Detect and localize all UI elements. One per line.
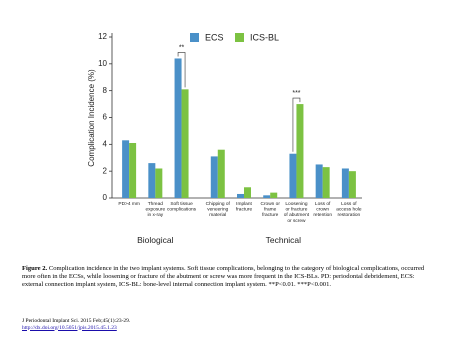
x-tick-label: Soft tissue complications xyxy=(167,201,197,213)
significance-label: *** xyxy=(292,90,300,97)
caption-text: Complication incidence in the two implan… xyxy=(22,265,425,288)
citation-block: J Periodontal Implant Sci. 2015 Feb;45(1… xyxy=(22,318,432,331)
x-tick-label: Implant fracture xyxy=(236,201,253,213)
legend-label: ICS-BL xyxy=(250,32,279,42)
bar xyxy=(210,156,218,198)
bar xyxy=(263,195,271,198)
y-tick-label: 6 xyxy=(103,113,108,122)
caption: Figure 2. Complication incidence in the … xyxy=(22,265,432,289)
significance-bracket xyxy=(177,52,186,88)
x-tick-label: Loss of crown retention xyxy=(313,201,332,218)
bar xyxy=(289,153,297,198)
bar xyxy=(315,164,323,198)
x-tick-label: Thread exposure in x-ray xyxy=(145,201,165,218)
y-tick-label: 4 xyxy=(103,139,108,148)
legend-swatch xyxy=(190,33,199,42)
x-tick-label: Loss of access hole restoration xyxy=(336,201,362,218)
x-tick-label: Crown or frame fracture xyxy=(260,201,280,218)
y-axis-label: Complication Incidence (%) xyxy=(87,69,96,167)
bar xyxy=(322,167,330,198)
bar xyxy=(181,89,189,198)
group-label: Technical xyxy=(266,235,302,245)
bar xyxy=(270,192,278,198)
y-tick-label: 12 xyxy=(98,32,107,41)
y-tick-label: 2 xyxy=(103,166,108,175)
legend-label: ECS xyxy=(205,32,224,42)
y-tick-label: 0 xyxy=(103,193,108,202)
y-tick-label: 10 xyxy=(98,59,107,68)
bar xyxy=(237,193,244,198)
bar xyxy=(217,149,225,198)
significance-label: ** xyxy=(179,44,185,51)
citation: J Periodontal Implant Sci. 2015 Feb;45(1… xyxy=(22,318,131,324)
x-tick-label: PD>4 mm xyxy=(118,201,139,207)
legend-swatch xyxy=(235,33,244,42)
group-label: Biological xyxy=(137,235,173,245)
x-tick-label: Loosening or fracture of abutment or screw xyxy=(284,201,310,224)
doi-link[interactable]: http://dx.doi.org/10.5051/jpis.2015.45.1… xyxy=(22,324,117,331)
bar xyxy=(348,171,356,198)
caption-label: Figure 2. xyxy=(22,265,48,272)
bar xyxy=(122,140,130,198)
chart: Complication Incidence (%) 0 2 4 6 8 10 12 ECS I… xyxy=(87,32,362,245)
bar xyxy=(296,104,304,198)
bar xyxy=(148,163,156,198)
bar xyxy=(129,142,137,198)
y-tick-label: 8 xyxy=(103,86,108,95)
bar xyxy=(174,58,182,198)
bar xyxy=(244,187,251,198)
bar xyxy=(341,168,349,198)
bar xyxy=(155,168,163,198)
significance-bracket xyxy=(292,97,301,152)
x-tick-label: Chipping of veneering material xyxy=(206,201,231,218)
